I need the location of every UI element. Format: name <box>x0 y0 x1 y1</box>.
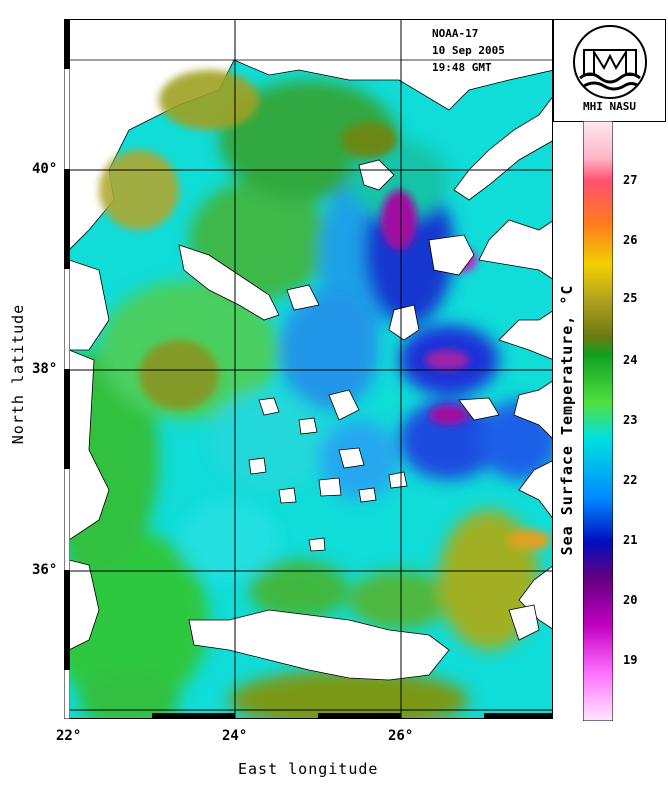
y-axis-title: North latitude <box>9 303 27 445</box>
colorbar-tick: 23 <box>623 413 638 427</box>
colorbar-tick: 25 <box>623 291 638 305</box>
sst-field-image <box>69 20 552 718</box>
sst-map <box>68 19 553 719</box>
lon-tick: 24° <box>222 728 248 744</box>
colorbar-tick: 27 <box>623 173 638 187</box>
colorbar-tick: 24 <box>623 353 638 367</box>
acquisition-time: 19:48 GMT <box>432 61 492 74</box>
colorbar-tick: 19 <box>623 653 638 667</box>
x-axis-title: East longitude <box>238 760 379 778</box>
latitude-scale-bar <box>64 19 70 719</box>
logo-box: MHI NASU <box>553 19 666 122</box>
colorbar-tick: 26 <box>623 233 638 247</box>
lon-tick: 22° <box>56 728 82 744</box>
acquisition-date: 10 Sep 2005 <box>432 44 505 57</box>
lat-tick: 38° <box>32 361 58 377</box>
colorbar <box>583 121 613 721</box>
lat-tick: 40° <box>32 161 58 177</box>
colorbar-tick: 22 <box>623 473 638 487</box>
colorbar-title: Sea Surface Temperature, °C <box>558 284 576 556</box>
mhi-logo-icon <box>573 25 647 99</box>
lon-tick: 26° <box>388 728 414 744</box>
satellite-name: NOAA-17 <box>432 27 479 40</box>
colorbar-tick: 21 <box>623 533 638 547</box>
lat-tick: 36° <box>32 562 58 578</box>
logo-caption: MHI NASU <box>583 100 636 113</box>
colorbar-tick: 20 <box>623 593 638 607</box>
